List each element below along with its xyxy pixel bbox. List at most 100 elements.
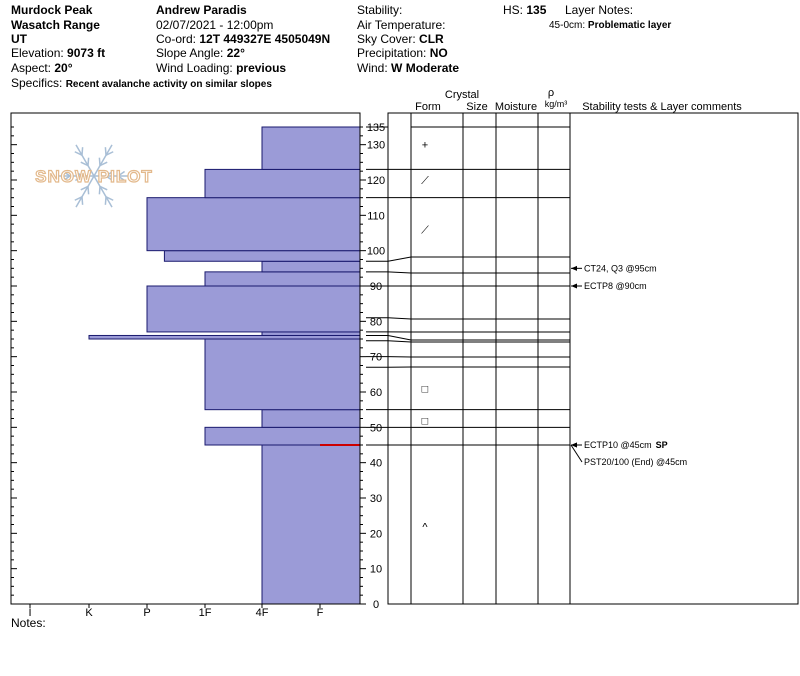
height-tick-label: 110 xyxy=(367,210,385,222)
snowflake-branch xyxy=(80,185,89,191)
snowflake-branch xyxy=(74,196,83,201)
height-tick-label: 130 xyxy=(367,140,385,152)
precip-label: Precipitation: xyxy=(357,46,427,60)
stability-test-label: PST20/100 (End) @45cm xyxy=(584,457,687,467)
height-tick-label: 90 xyxy=(370,281,382,293)
hardness-bar-3 xyxy=(204,338,361,411)
snowflake-branch xyxy=(74,151,83,156)
height-tick-label: 100 xyxy=(367,246,385,258)
hardness-tick-label: 4F xyxy=(256,607,269,619)
hardness-bar-9 xyxy=(163,250,361,262)
snowflake-arm xyxy=(93,144,113,177)
layer-note-depth: 45-0cm: xyxy=(549,20,586,31)
height-tick-label: 30 xyxy=(370,493,382,505)
wind-loading-value: previous xyxy=(236,61,287,75)
stability-tests: CT24, Q3 @95cm ECTP8 @90cm ECTP10 @45cm SP P… xyxy=(570,263,687,467)
hs-value: 135 xyxy=(526,3,547,17)
snowflake-branch xyxy=(99,161,108,167)
snowflake-arm xyxy=(75,175,95,208)
layer-note-text: Problematic layer xyxy=(587,20,672,31)
height-tick-label: 120 xyxy=(367,175,385,187)
slope-label: Slope Angle: xyxy=(156,46,224,60)
snowflake-branch xyxy=(74,175,83,182)
coord-value: 12T 449327E 4505049N xyxy=(199,32,331,46)
state: UT xyxy=(11,32,27,46)
hardness-bar-5 xyxy=(261,331,361,336)
layer-boundary-connector xyxy=(387,340,412,343)
arrowhead-icon xyxy=(571,265,577,271)
comments-header: Stability tests & Layer comments xyxy=(582,101,742,113)
stability-test-arrow xyxy=(570,444,583,463)
snowflake-branch xyxy=(81,147,84,156)
specifics-label: Specifics: xyxy=(11,76,63,90)
snowflake-branch xyxy=(81,196,84,205)
snowflake-branch xyxy=(62,175,71,182)
hardness-bar-4 xyxy=(88,334,361,340)
stability-test-label: ECTP8 @90cm xyxy=(584,281,647,291)
elevation-label: Elevation: xyxy=(11,46,64,60)
height-tick-label: 50 xyxy=(370,422,382,434)
snowflake-branch xyxy=(104,196,107,205)
snowflake-branch xyxy=(104,147,107,156)
hardness-tick-label: I xyxy=(28,607,31,619)
stability-label: Stability: xyxy=(357,3,403,17)
density-rho-header: ρ xyxy=(548,87,554,99)
mountain-range: Wasatch Range xyxy=(11,18,100,32)
crystal-form-symbol: ⟋ xyxy=(421,175,429,187)
snowpilot-watermark: SNOW PILOT xyxy=(35,144,153,208)
snowflake-branch xyxy=(74,170,83,177)
hardness-tick-label: F xyxy=(317,607,324,619)
crystal-form-symbol: □ xyxy=(422,415,429,427)
precip-value: NO xyxy=(429,46,448,60)
form-header: Form xyxy=(415,101,441,113)
snowflake-branch xyxy=(105,170,114,177)
snowflake-branch xyxy=(105,175,114,182)
slope-value: 22° xyxy=(226,46,245,60)
hardness-bar-2 xyxy=(261,409,361,428)
crystal-form-symbol: + xyxy=(422,140,428,152)
hardness-bar-10 xyxy=(146,197,361,252)
layer-boundary-connector xyxy=(387,334,412,341)
hardness-bar-12 xyxy=(261,126,361,170)
sky-cover-value: CLR xyxy=(419,32,444,46)
snowflake-branch xyxy=(98,186,101,195)
elevation-value: 9073 ft xyxy=(67,46,106,60)
stability-test-flag: SP xyxy=(656,440,668,450)
layer-table-border xyxy=(387,112,799,605)
snowflake-icon xyxy=(58,144,130,208)
layer-boundary-connector xyxy=(387,271,412,274)
watermark-text: SNOW PILOT xyxy=(35,167,153,186)
height-tick-label: 135 xyxy=(367,122,385,134)
hardness-bar-1 xyxy=(204,426,361,446)
wind-value: W Moderate xyxy=(391,61,460,75)
snowflake-branch xyxy=(98,157,101,166)
notes-label: Notes: xyxy=(11,616,46,630)
height-tick-label: 80 xyxy=(370,316,382,328)
size-header: Size xyxy=(466,101,487,113)
snowflake-branch xyxy=(62,170,71,177)
hardness-bar-0 xyxy=(261,444,361,605)
density-unit-header: kg/m³ xyxy=(545,99,568,109)
arrowhead-icon xyxy=(571,283,577,289)
wind-loading-label: Wind Loading: xyxy=(156,61,233,75)
snowflake-branch xyxy=(117,175,126,182)
height-tick-label: 40 xyxy=(370,458,382,470)
hardness-tick-label: P xyxy=(143,607,150,619)
hardness-bar-11 xyxy=(204,168,361,199)
aspect-value: 20° xyxy=(54,61,73,75)
hardness-bar-7 xyxy=(204,271,361,287)
hardness-axis: F 4F 1F P K I xyxy=(28,604,324,619)
location-name: Murdock Peak xyxy=(11,3,93,17)
moisture-header: Moisture xyxy=(495,101,537,113)
height-tick-label: 20 xyxy=(370,528,382,540)
snowflake-branch xyxy=(87,157,90,166)
hardness-tick-label: K xyxy=(85,607,93,619)
snowflake-branch xyxy=(80,161,89,167)
height-tick-label: 70 xyxy=(370,352,382,364)
hs-label: HS: xyxy=(503,3,524,17)
hardness-bars xyxy=(88,126,361,605)
hardness-bar-6 xyxy=(146,285,361,333)
layer-table: Crystal Form Size Moisture ρkg/m³ Stability t… xyxy=(366,87,799,605)
snowflake-arm xyxy=(93,175,113,208)
hardness-tick-label: 1F xyxy=(199,607,212,619)
